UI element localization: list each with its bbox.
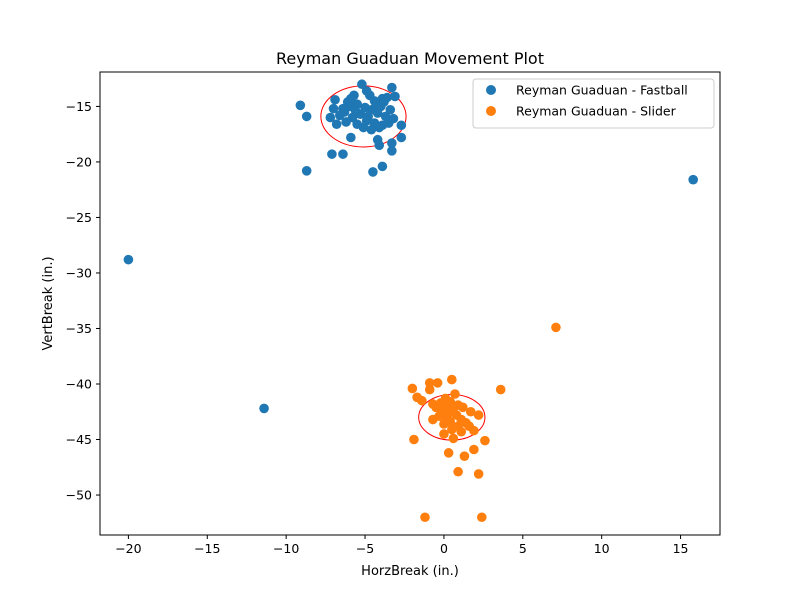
data-point-series-1-33 bbox=[447, 424, 457, 435]
data-point-series-0-54 bbox=[301, 166, 312, 176]
data-point-series-1-41 bbox=[459, 451, 470, 461]
data-point-series-1-42 bbox=[453, 466, 463, 477]
x-tick-label: 15 bbox=[673, 541, 689, 556]
data-point-series-0-26 bbox=[341, 117, 351, 127]
data-point-series-1-1 bbox=[424, 378, 435, 388]
data-point-series-0-34 bbox=[374, 122, 385, 133]
data-point-series-0-11 bbox=[328, 103, 339, 114]
axes-frame bbox=[99, 71, 721, 536]
data-point-series-0-53 bbox=[377, 161, 388, 172]
y-tick-label: −20 bbox=[66, 154, 92, 169]
data-point-series-1-46 bbox=[551, 322, 561, 333]
data-point-series-1-6 bbox=[450, 389, 460, 399]
x-tick-label: −5 bbox=[356, 541, 374, 556]
data-point-series-0-33 bbox=[366, 124, 377, 135]
data-point-series-0-31 bbox=[331, 119, 342, 129]
data-point-series-0-1 bbox=[387, 82, 397, 93]
y-tick-label: −30 bbox=[66, 265, 92, 280]
data-point-series-1-3 bbox=[407, 383, 418, 394]
plot-area bbox=[123, 79, 698, 523]
legend-marker-slider bbox=[486, 106, 496, 116]
data-point-series-0-10 bbox=[390, 91, 400, 102]
data-point-series-0-40 bbox=[379, 97, 389, 107]
data-point-series-1-38 bbox=[409, 434, 419, 445]
data-point-series-0-39 bbox=[371, 100, 381, 111]
data-point-series-1-36 bbox=[448, 433, 459, 444]
legend-label-fastball: Reyman Guaduan - Fastball bbox=[516, 83, 688, 98]
data-point-series-0-56 bbox=[688, 174, 698, 185]
data-point-series-0-22 bbox=[372, 108, 383, 118]
data-point-series-0-42 bbox=[364, 90, 375, 101]
y-tick-label: −25 bbox=[66, 210, 92, 225]
data-point-series-0-41 bbox=[346, 93, 356, 104]
y-axis-ticks: −15 −20 −25 −30 −35 −40 −45 −50 bbox=[66, 99, 100, 503]
data-point-series-0-57 bbox=[123, 254, 134, 265]
x-tick-label: −20 bbox=[115, 541, 141, 556]
data-point-series-1-44 bbox=[420, 512, 430, 523]
y-tick-label: −50 bbox=[66, 488, 92, 503]
data-point-series-1-43 bbox=[473, 469, 484, 479]
y-axis-label: VertBreak (in.) bbox=[41, 256, 56, 350]
legend-marker-fastball bbox=[486, 85, 496, 95]
data-point-series-0-32 bbox=[358, 122, 369, 133]
y-tick-label: −15 bbox=[66, 99, 92, 114]
x-tick-label: −10 bbox=[273, 541, 299, 556]
data-point-series-1-32 bbox=[469, 425, 479, 436]
data-point-series-0-55 bbox=[368, 167, 378, 177]
data-point-series-0-43 bbox=[295, 100, 306, 111]
data-point-series-0-45 bbox=[346, 132, 356, 143]
data-point-series-0-51 bbox=[327, 149, 337, 159]
data-point-series-1-26 bbox=[428, 414, 438, 425]
data-point-series-0-47 bbox=[396, 132, 407, 143]
data-point-series-0-0 bbox=[357, 79, 367, 90]
data-point-series-0-37 bbox=[338, 103, 348, 114]
data-point-series-0-25 bbox=[325, 112, 336, 123]
x-tick-label: −15 bbox=[194, 541, 220, 556]
data-point-series-1-22 bbox=[473, 410, 484, 420]
data-point-series-0-44 bbox=[301, 111, 312, 122]
data-point-series-0-52 bbox=[338, 149, 348, 159]
data-point-series-1-37 bbox=[480, 435, 490, 446]
data-point-series-1-8 bbox=[417, 395, 427, 406]
x-tick-label: 10 bbox=[594, 541, 610, 556]
data-point-series-1-34 bbox=[456, 426, 467, 437]
chart-title: Reyman Guaduan Movement Plot bbox=[276, 49, 544, 68]
data-point-series-1-40 bbox=[443, 448, 454, 458]
data-point-series-0-38 bbox=[350, 106, 361, 116]
x-tick-label: 5 bbox=[519, 541, 527, 556]
data-point-series-1-29 bbox=[439, 419, 449, 429]
data-point-series-1-4 bbox=[424, 384, 435, 395]
data-point-series-1-2 bbox=[432, 378, 443, 388]
data-point-series-1-5 bbox=[495, 384, 506, 395]
data-point-series-0-36 bbox=[396, 120, 407, 131]
data-point-series-0-48 bbox=[387, 138, 397, 148]
x-tick-label: 0 bbox=[440, 541, 448, 556]
data-point-series-0-5 bbox=[330, 94, 340, 105]
y-tick-label: −40 bbox=[66, 376, 92, 391]
legend-label-slider: Reyman Guaduan - Slider bbox=[516, 104, 677, 119]
data-point-series-0-35 bbox=[383, 118, 394, 128]
data-point-series-0-49 bbox=[374, 140, 385, 151]
data-point-series-0-50 bbox=[387, 146, 397, 156]
legend-frame bbox=[472, 78, 715, 129]
data-point-series-1-45 bbox=[476, 512, 487, 523]
data-point-series-1-17 bbox=[458, 402, 468, 413]
data-point-series-1-0 bbox=[447, 374, 457, 385]
data-point-series-1-18 bbox=[465, 406, 476, 417]
y-tick-label: −45 bbox=[66, 432, 92, 447]
x-axis-ticks: −20 −15 −10 −5 0 5 10 15 bbox=[115, 535, 689, 556]
y-tick-label: −35 bbox=[66, 321, 92, 336]
data-point-series-0-58 bbox=[259, 403, 269, 414]
data-point-series-0-17 bbox=[385, 104, 396, 115]
points-layer bbox=[123, 79, 698, 523]
legend: Reyman Guaduan - Fastball Reyman Guaduan… bbox=[472, 78, 715, 129]
data-point-series-1-39 bbox=[469, 444, 479, 455]
x-axis-label: HorzBreak (in.) bbox=[361, 564, 459, 579]
data-point-series-1-35 bbox=[439, 429, 449, 439]
